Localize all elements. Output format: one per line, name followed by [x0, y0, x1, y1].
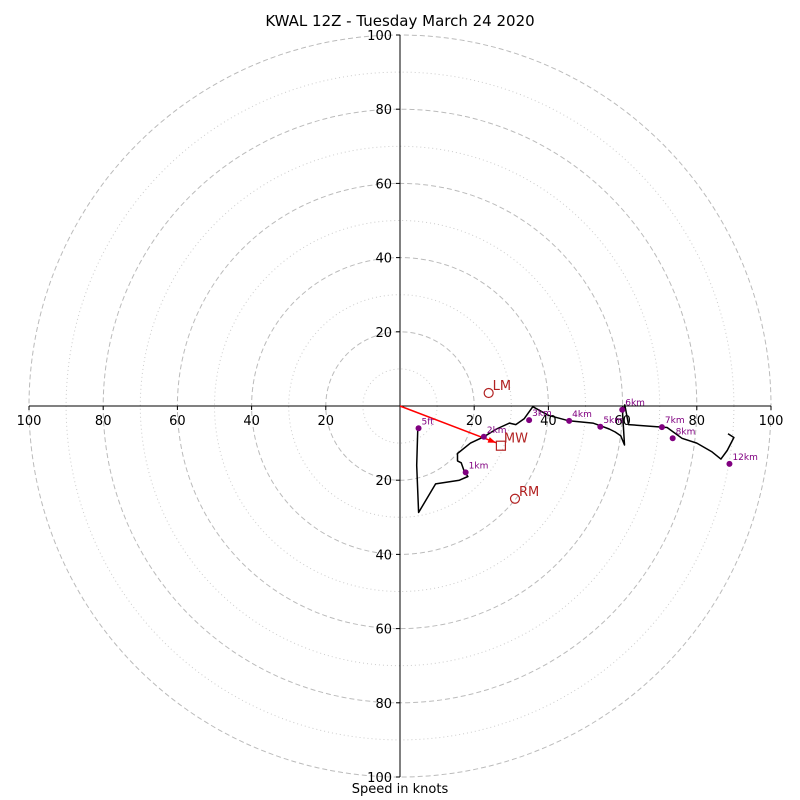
- x-axis-label: Speed in knots: [351, 782, 449, 797]
- height-marker: [415, 425, 422, 432]
- height-marker-label: 5ft: [422, 417, 435, 427]
- height-marker-label: 4km: [572, 410, 592, 420]
- x-tick-label: 40: [540, 414, 557, 429]
- y-tick-label: 40: [375, 548, 392, 563]
- y-tick-label: 20: [375, 326, 392, 341]
- height-marker-label: 1km: [469, 461, 489, 471]
- y-tick-label: 20: [375, 474, 392, 489]
- shear-vector-line: [399, 405, 497, 444]
- x-tick-label: 100: [17, 414, 42, 429]
- shear-vector-arrowhead: [487, 437, 497, 443]
- height-marker: [619, 406, 626, 413]
- height-marker-label: 12km: [732, 453, 757, 463]
- height-marker: [669, 435, 676, 442]
- hodograph-trace: [415, 404, 735, 514]
- height-marker-label: 2km: [487, 426, 507, 436]
- x-tick-label: 80: [689, 414, 706, 429]
- mean-wind-marker: [495, 440, 507, 451]
- height-marker: [526, 417, 533, 424]
- storm-motion-rm: [509, 493, 521, 504]
- y-tick-label: 100: [367, 29, 392, 44]
- y-tick-label: 60: [375, 623, 392, 638]
- height-marker: [462, 469, 469, 476]
- mean-wind-label: MW: [504, 432, 528, 447]
- x-tick-label: 20: [318, 414, 335, 429]
- x-tick-label: 20: [466, 414, 483, 429]
- y-tick-label: 100: [367, 771, 392, 786]
- height-marker: [566, 417, 573, 424]
- storm-motion-lm: [483, 387, 494, 399]
- x-tick-label: 40: [243, 414, 260, 429]
- height-marker-label: 5km: [603, 416, 623, 426]
- height-marker-label: 3km: [532, 409, 552, 419]
- height-marker-label: 6km: [625, 399, 645, 409]
- height-marker-label: 8km: [676, 427, 696, 437]
- height-marker: [480, 433, 487, 440]
- chart-title: KWAL 12Z - Tuesday March 24 2020: [265, 12, 535, 30]
- y-tick-label: 40: [375, 252, 392, 267]
- height-marker-label: 7km: [665, 416, 685, 426]
- x-tick-label: 60: [169, 414, 186, 429]
- y-tick-label: 80: [375, 103, 392, 118]
- height-marker: [726, 460, 733, 467]
- storm-motion-label: LM: [493, 379, 511, 394]
- height-marker: [658, 424, 665, 431]
- height-marker: [597, 423, 604, 430]
- x-tick-label: 80: [95, 414, 112, 429]
- storm-motion-label: RM: [519, 485, 539, 500]
- y-tick-label: 60: [375, 177, 392, 192]
- y-tick-label: 80: [375, 697, 392, 712]
- x-tick-label: 100: [759, 414, 784, 429]
